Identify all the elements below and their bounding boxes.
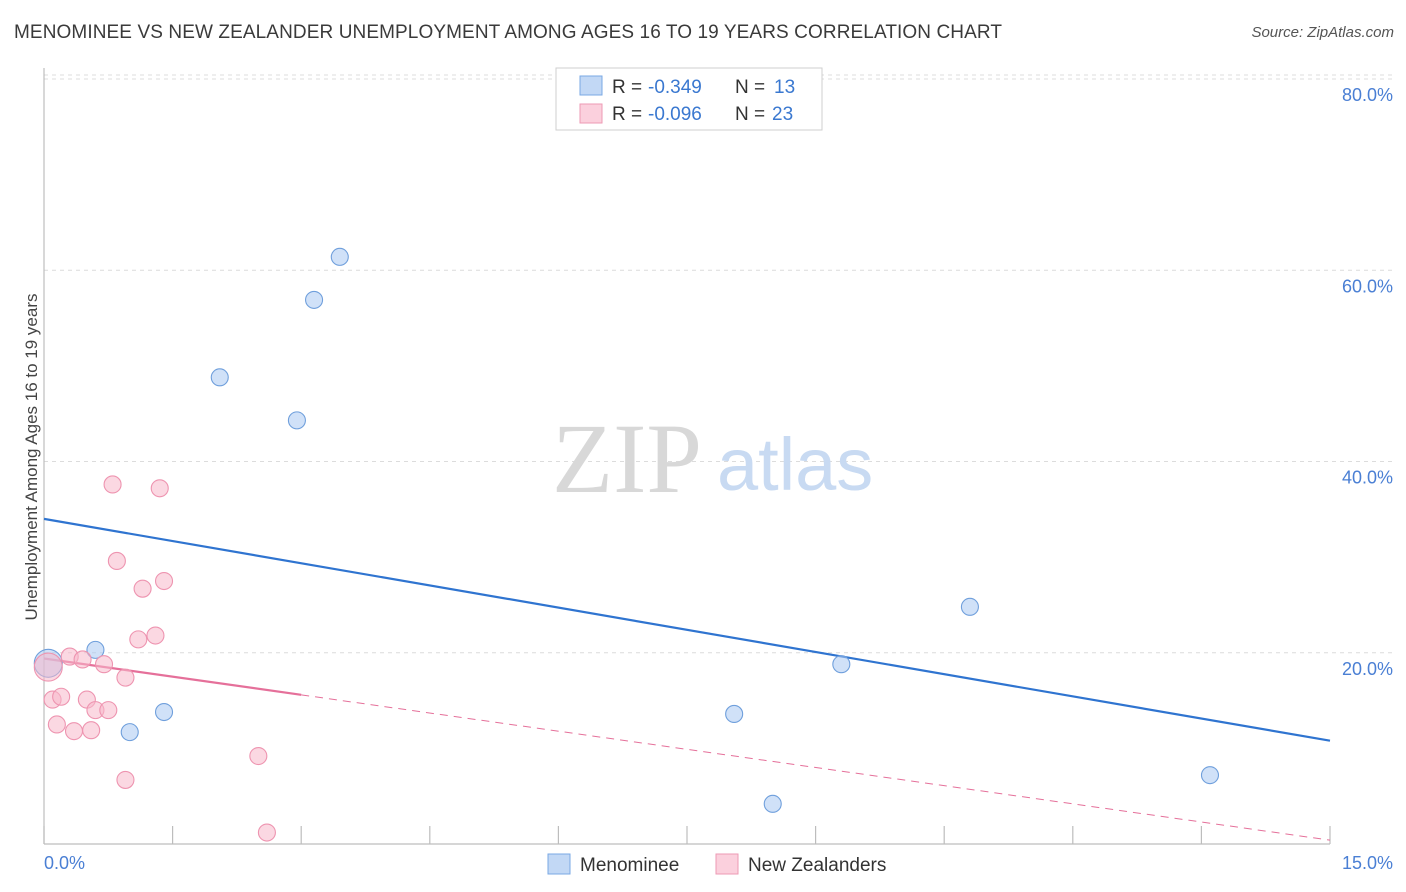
y-tick-labels: 20.0% 40.0% 60.0% 80.0% <box>1342 85 1393 679</box>
stats-swatch-new-zealanders <box>579 103 603 124</box>
new-zealanders-point-10 <box>94 655 114 674</box>
legend-label-new-zealanders: New Zealanders <box>748 855 886 876</box>
new-zealanders-point-0 <box>33 652 63 682</box>
y-tick-label-0: 20.0% <box>1342 659 1393 679</box>
menominee-point-8 <box>725 704 744 724</box>
stats-n-value-2: 23 <box>772 104 793 125</box>
new-zealanders-point-11 <box>99 701 118 720</box>
menominee-point-9 <box>763 794 782 813</box>
stats-n-label-2: N = <box>735 104 765 125</box>
stats-n-label-1: N = <box>735 77 765 98</box>
stats-r-label-1: R = <box>612 77 642 98</box>
menominee-point-11 <box>960 597 979 616</box>
legend-swatch-menominee <box>547 853 571 875</box>
trend-line-0 <box>43 517 1331 742</box>
legend: Menominee New Zealanders <box>547 853 886 876</box>
stats-swatch-menominee <box>579 75 603 96</box>
y-axis-label: Unemployment Among Ages 16 to 19 years <box>22 294 41 621</box>
new-zealanders-point-17 <box>133 579 152 598</box>
new-zealanders-point-13 <box>107 551 126 571</box>
menominee-point-4 <box>210 368 229 387</box>
x-tick-min: 0.0% <box>44 853 85 873</box>
y-tick-label-2: 60.0% <box>1342 276 1393 296</box>
y-tick-label-3: 80.0% <box>1342 85 1393 105</box>
trend-line-1-dashed <box>301 694 1331 841</box>
menominee-point-10 <box>832 655 851 674</box>
gridlines <box>44 74 1393 654</box>
new-zealanders-point-6 <box>73 650 92 669</box>
watermark: ZIP atlas <box>552 403 873 514</box>
new-zealanders-point-21 <box>249 746 268 766</box>
menominee-point-6 <box>305 290 324 309</box>
source-label: Source: ZipAtlas.com <box>1251 24 1394 41</box>
menominee-point-2 <box>120 723 139 742</box>
watermark-zip: ZIP <box>552 403 702 514</box>
y-tick-label-1: 40.0% <box>1342 468 1393 488</box>
stats-r-value-1: -0.349 <box>648 77 702 98</box>
new-zealanders-point-3 <box>52 687 71 706</box>
x-tick-labels: 0.0% 15.0% <box>44 853 1393 873</box>
new-zealanders-point-2 <box>47 715 66 734</box>
menominee-point-12 <box>1200 766 1220 785</box>
stats-r-label-2: R = <box>612 104 642 125</box>
menominee-point-5 <box>287 411 306 430</box>
new-zealanders-point-5 <box>64 722 84 741</box>
legend-label-menominee: Menominee <box>580 855 679 876</box>
axes <box>43 68 1331 845</box>
x-tick-max: 15.0% <box>1342 853 1393 873</box>
new-zealanders-point-15 <box>116 770 135 789</box>
chart-title: MENOMINEE VS NEW ZEALANDER UNEMPLOYMENT … <box>14 22 1003 43</box>
menominee-point-3 <box>154 702 174 722</box>
trend-lines <box>43 517 1331 841</box>
new-zealanders-point-8 <box>82 721 101 740</box>
new-zealanders-point-18 <box>146 626 165 645</box>
menominee-point-1 <box>86 640 105 659</box>
legend-swatch-new-zealanders <box>715 853 739 875</box>
new-zealanders-point-22 <box>257 823 276 842</box>
menominee-point-7 <box>330 247 349 266</box>
watermark-atlas: atlas <box>717 423 873 506</box>
data-points <box>33 247 1220 842</box>
stats-n-value-1: 13 <box>774 77 795 98</box>
new-zealanders-point-12 <box>103 475 122 494</box>
new-zealanders-point-14 <box>116 668 135 687</box>
stats-r-value-2: -0.096 <box>648 104 702 125</box>
new-zealanders-point-19 <box>150 479 169 498</box>
stats-box: R = -0.349 N = 13 R = -0.096 N = 23 <box>555 67 823 131</box>
new-zealanders-point-16 <box>129 630 148 649</box>
new-zealanders-point-20 <box>154 571 174 591</box>
